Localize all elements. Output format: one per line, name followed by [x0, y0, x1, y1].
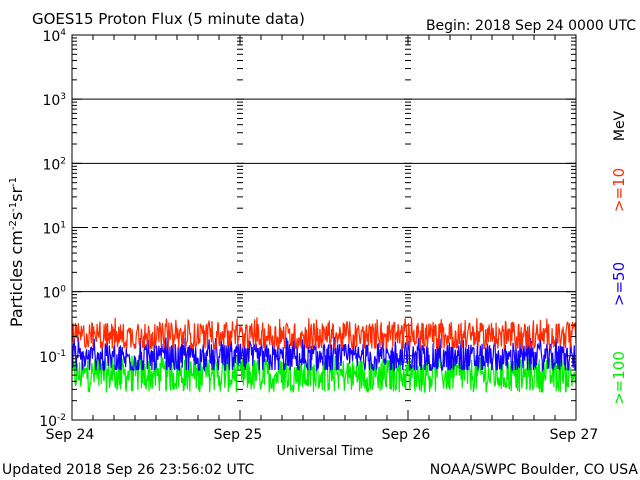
y-tick-label: 103 [42, 92, 66, 109]
x-tick-label: Sep 25 [214, 427, 263, 443]
y-tick-label: 104 [42, 28, 66, 45]
legend-ge50: >=50 [610, 262, 628, 306]
x-tick-label: Sep 26 [382, 427, 431, 443]
y-tick-label: 10-1 [39, 349, 66, 366]
y-tick-label: 102 [42, 156, 66, 173]
axes [71, 34, 577, 421]
y-tick-label: 101 [42, 221, 66, 238]
legend-ge100: >=100 [610, 351, 628, 405]
y-tick-labels: 10-2 10-1 100 101 102 103 104 [39, 28, 66, 430]
legend-ge10: >=10 [610, 168, 628, 212]
x-tick-label: Sep 27 [550, 427, 599, 443]
series-line-ge50 [71, 336, 577, 373]
y-tick-label: 100 [42, 285, 66, 302]
x-axis-label: Universal Time [277, 444, 374, 459]
y-axis-label: Particles cm-2s-1sr-1 [7, 177, 26, 327]
data-source: NOAA/SWPC Boulder, CO USA [430, 462, 639, 478]
data-series [71, 317, 577, 393]
legend: MeV >=10 >=50 >=100 [610, 110, 628, 404]
chart-title: GOES15 Proton Flux (5 minute data) [32, 10, 305, 28]
begin-date: Begin: 2018 Sep 24 0000 UTC [426, 18, 636, 34]
x-tick-label: Sep 24 [46, 427, 95, 443]
x-tick-labels: Sep 24 Sep 25 Sep 26 Sep 27 [46, 427, 599, 443]
updated-timestamp: Updated 2018 Sep 26 23:56:02 UTC [2, 462, 255, 478]
series-line-ge10 [71, 317, 577, 351]
y-tick-label: 10-2 [39, 413, 66, 430]
legend-mev: MeV [612, 110, 628, 141]
